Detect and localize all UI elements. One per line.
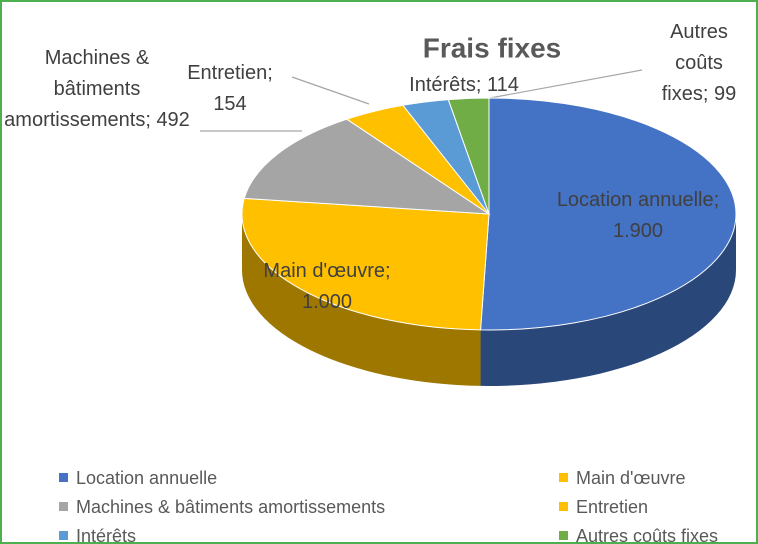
leader-lines (200, 69, 643, 132)
legend-item: Machines & bâtiments amortissements (59, 497, 385, 518)
leader-line (489, 69, 643, 99)
legend-swatch (59, 530, 68, 540)
legend-swatch (59, 501, 68, 511)
legend-label: Intérêts (76, 526, 137, 544)
leader-line (291, 76, 370, 105)
legend-label: Location annuelle (76, 468, 218, 488)
legend-item: Entretien (559, 497, 648, 518)
legend-item: Main d'œuvre (559, 468, 685, 489)
legend-item: Intérêts (59, 526, 137, 544)
top-faces (241, 97, 737, 331)
slice-side (480, 214, 736, 386)
data-label: Main d'œuvre; 1.000 (263, 260, 391, 313)
slice (480, 97, 737, 331)
legend-label: Autres coûts fixes (576, 526, 719, 544)
data-label: Autres coûts fixes; 99 (661, 21, 737, 105)
slice (241, 197, 490, 331)
legend-swatch (559, 530, 568, 540)
legend-swatch (559, 472, 568, 482)
data-label: Entretien; 154 (187, 62, 273, 115)
legend-label: Entretien (576, 497, 649, 517)
side-walls (242, 214, 736, 386)
data-label: Machines & bâtiments amortissements; 492 (4, 47, 190, 131)
legend-label: Machines & bâtiments amortissements (76, 497, 386, 517)
legend-item: Autres coûts fixes (559, 526, 719, 544)
data-label: Intérêts; 114 (409, 74, 519, 96)
slice (447, 97, 490, 215)
legend-swatch (59, 472, 68, 482)
legend-label: Main d'œuvre (576, 468, 686, 488)
legend-swatch (559, 501, 568, 511)
data-label: Location annuelle; 1.900 (556, 189, 720, 242)
slice-side (242, 214, 481, 386)
slice (243, 118, 491, 215)
chart-title: Frais fixes (423, 32, 562, 63)
legend-item: Location annuelle (59, 468, 217, 489)
